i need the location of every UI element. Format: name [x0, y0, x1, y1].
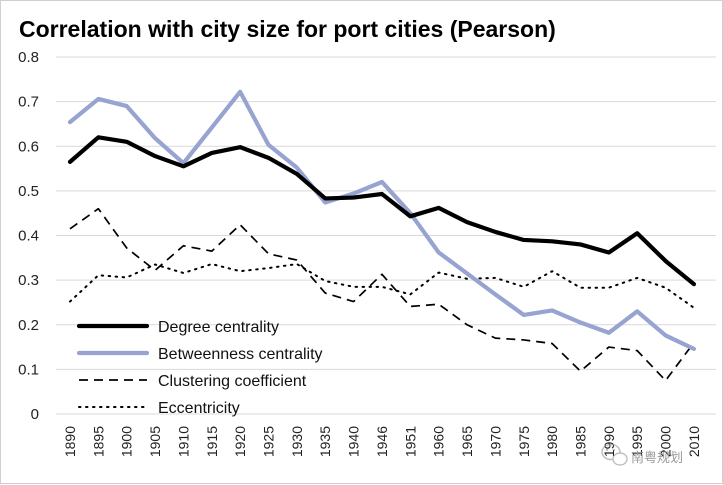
y-tick-label: 0	[31, 406, 39, 423]
x-tick-label: 1910	[175, 426, 191, 457]
x-tick-label: 1930	[289, 426, 305, 457]
gridlines	[56, 56, 716, 415]
x-tick-label: 1900	[119, 426, 135, 457]
x-tick-label: 1946	[374, 426, 390, 457]
y-tick-label: 0.8	[18, 49, 39, 66]
x-tick-label: 1890	[62, 426, 78, 457]
x-tick-label: 1895	[90, 426, 106, 457]
legend-label: Clustering coefficient	[158, 373, 307, 390]
y-tick-label: 0.5	[18, 183, 39, 200]
x-tick-label: 1990	[601, 426, 617, 457]
y-tick-label: 0.4	[18, 228, 39, 245]
y-axis: 0 0.1 0.2 0.3 0.4 0.5 0.6 0.7 0.8	[18, 49, 39, 423]
x-axis: 1890 1895 1900 1905 1910 1915 1920 1925 1930 1935…	[62, 426, 702, 457]
x-tick-label: 1970	[487, 426, 503, 457]
x-tick-label: 1920	[232, 426, 248, 457]
series-line-clustering-coefficient	[69, 207, 695, 382]
x-tick-label: 2000	[658, 426, 674, 457]
series-line-degree-centrality	[67, 135, 697, 287]
x-tick-label: 1925	[261, 426, 277, 457]
y-tick-label: 0.3	[18, 272, 39, 289]
x-tick-label: 1995	[629, 426, 645, 457]
legend: Degree centrality Betweenness centrality C…	[76, 319, 323, 417]
x-tick-label: 1915	[204, 426, 220, 457]
x-tick-label: 1935	[317, 426, 333, 457]
watermark-text: 南粤规划	[631, 450, 683, 466]
legend-label: Betweenness centrality	[158, 346, 323, 363]
y-tick-label: 0.1	[18, 361, 39, 378]
watermark: 南粤规划	[601, 443, 683, 466]
x-tick-label: 2010	[686, 426, 702, 457]
series-line-eccentricity	[69, 263, 695, 309]
x-tick-label: 1980	[544, 426, 560, 457]
legend-label: Degree centrality	[158, 319, 279, 336]
series-lines	[67, 89, 697, 382]
x-tick-label: 1965	[459, 426, 475, 457]
y-tick-label: 0.6	[18, 138, 39, 155]
x-tick-label: 1960	[431, 426, 447, 457]
chart-title: Correlation with city size for port citi…	[19, 16, 556, 42]
x-tick-label: 1975	[516, 426, 532, 457]
x-tick-label: 1985	[572, 426, 588, 457]
x-tick-label: 1905	[147, 426, 163, 457]
x-tick-label: 1951	[402, 426, 418, 457]
x-tick-label: 1940	[346, 426, 362, 457]
series-line-betweenness-centrality	[67, 89, 697, 351]
y-tick-label: 0.2	[18, 317, 39, 334]
legend-label: Eccentricity	[158, 400, 240, 417]
wechat-icon	[601, 443, 628, 466]
y-tick-label: 0.7	[18, 94, 39, 111]
